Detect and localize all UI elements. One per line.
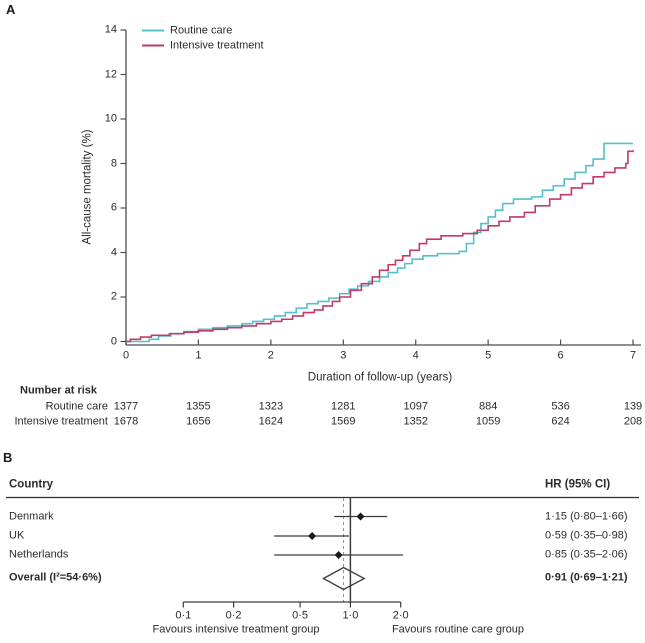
- panel-a-label: A: [6, 2, 16, 17]
- nar-value: 1569: [331, 415, 356, 427]
- nar-row-label: Routine care: [45, 400, 108, 412]
- forest-row-country: Netherlands: [9, 548, 69, 561]
- nar-value: 1656: [186, 415, 211, 427]
- forest-row-hr-text: 1·15 (0·80–1·66): [545, 510, 628, 522]
- forest-row-country: Overall (I²=54·6%): [9, 571, 102, 583]
- x-axis-title: Duration of follow-up (years): [307, 371, 453, 384]
- nar-value: 1624: [258, 415, 284, 427]
- y-tick-label: 8: [110, 157, 117, 169]
- point-estimate-marker: [308, 532, 317, 540]
- nar-value: 139: [623, 400, 643, 412]
- point-estimate-marker: [356, 512, 365, 521]
- km-curve-routine-care: [126, 142, 634, 343]
- point-estimate-marker: [334, 551, 343, 559]
- favours-routine-label: Favours routine care group: [391, 623, 525, 636]
- nar-row-label: Intensive treatment: [14, 415, 108, 427]
- nar-value: 1097: [403, 400, 428, 412]
- forest-row-hr-text: 0·59 (0·35–0·98): [545, 529, 628, 542]
- x-tick-label: 6: [557, 349, 564, 362]
- nar-value: 1323: [258, 400, 284, 412]
- km-curve-intensive-treatment: [126, 150, 634, 343]
- forest-row-hr-text: 0·91 (0·69–1·21): [545, 571, 628, 583]
- legend-label: Routine care: [170, 24, 233, 36]
- y-tick-label: 14: [104, 23, 117, 36]
- legend-label: Intensive treatment: [170, 39, 264, 51]
- nar-value: 1678: [113, 415, 139, 427]
- x-tick-label: 5: [485, 349, 492, 362]
- forest-tick-label: 2·0: [392, 609, 409, 621]
- forest-row-country: UK: [9, 529, 25, 542]
- forest-row-country: Denmark: [9, 510, 54, 522]
- y-tick-label: 10: [104, 112, 117, 125]
- y-tick-label: 6: [110, 201, 117, 214]
- nar-value: 1352: [403, 415, 428, 427]
- panel-b-label: B: [3, 450, 13, 465]
- x-tick-label: 0: [122, 349, 130, 362]
- y-tick-label: 0: [110, 335, 117, 347]
- nar-value: 624: [551, 415, 570, 427]
- x-tick-label: 2: [267, 349, 274, 362]
- country-column-header: Country: [9, 478, 54, 491]
- y-axis-title: All-cause mortality (%): [81, 129, 94, 245]
- nar-value: 1377: [113, 400, 139, 412]
- forest-tick-label: 0·1: [175, 609, 192, 621]
- x-tick-label: 4: [412, 349, 419, 362]
- forest-tick-label: 0·2: [225, 609, 242, 621]
- y-tick-label: 2: [110, 290, 117, 303]
- forest-row-hr-text: 0·85 (0·35–2·06): [545, 548, 628, 561]
- x-tick-label: 1: [195, 349, 202, 362]
- y-tick-label: 4: [110, 246, 117, 258]
- nar-value: 536: [551, 400, 570, 412]
- nar-value: 1281: [331, 400, 356, 412]
- x-tick-label: 7: [629, 349, 637, 362]
- nar-value: 208: [623, 415, 643, 427]
- nar-value: 1355: [186, 400, 211, 412]
- hr-column-header: HR (95% CI): [545, 478, 611, 491]
- forest-tick-label: 0·5: [292, 609, 309, 621]
- forest-tick-label: 1·0: [342, 609, 359, 621]
- nar-value: 884: [478, 400, 498, 412]
- overall-diamond: [322, 566, 366, 591]
- favours-intensive-label: Favours intensive treatment group: [152, 623, 320, 636]
- y-tick-label: 12: [104, 68, 117, 80]
- number-at-risk-title: Number at risk: [20, 384, 98, 397]
- nar-value: 1059: [475, 415, 501, 427]
- x-tick-label: 3: [340, 349, 347, 362]
